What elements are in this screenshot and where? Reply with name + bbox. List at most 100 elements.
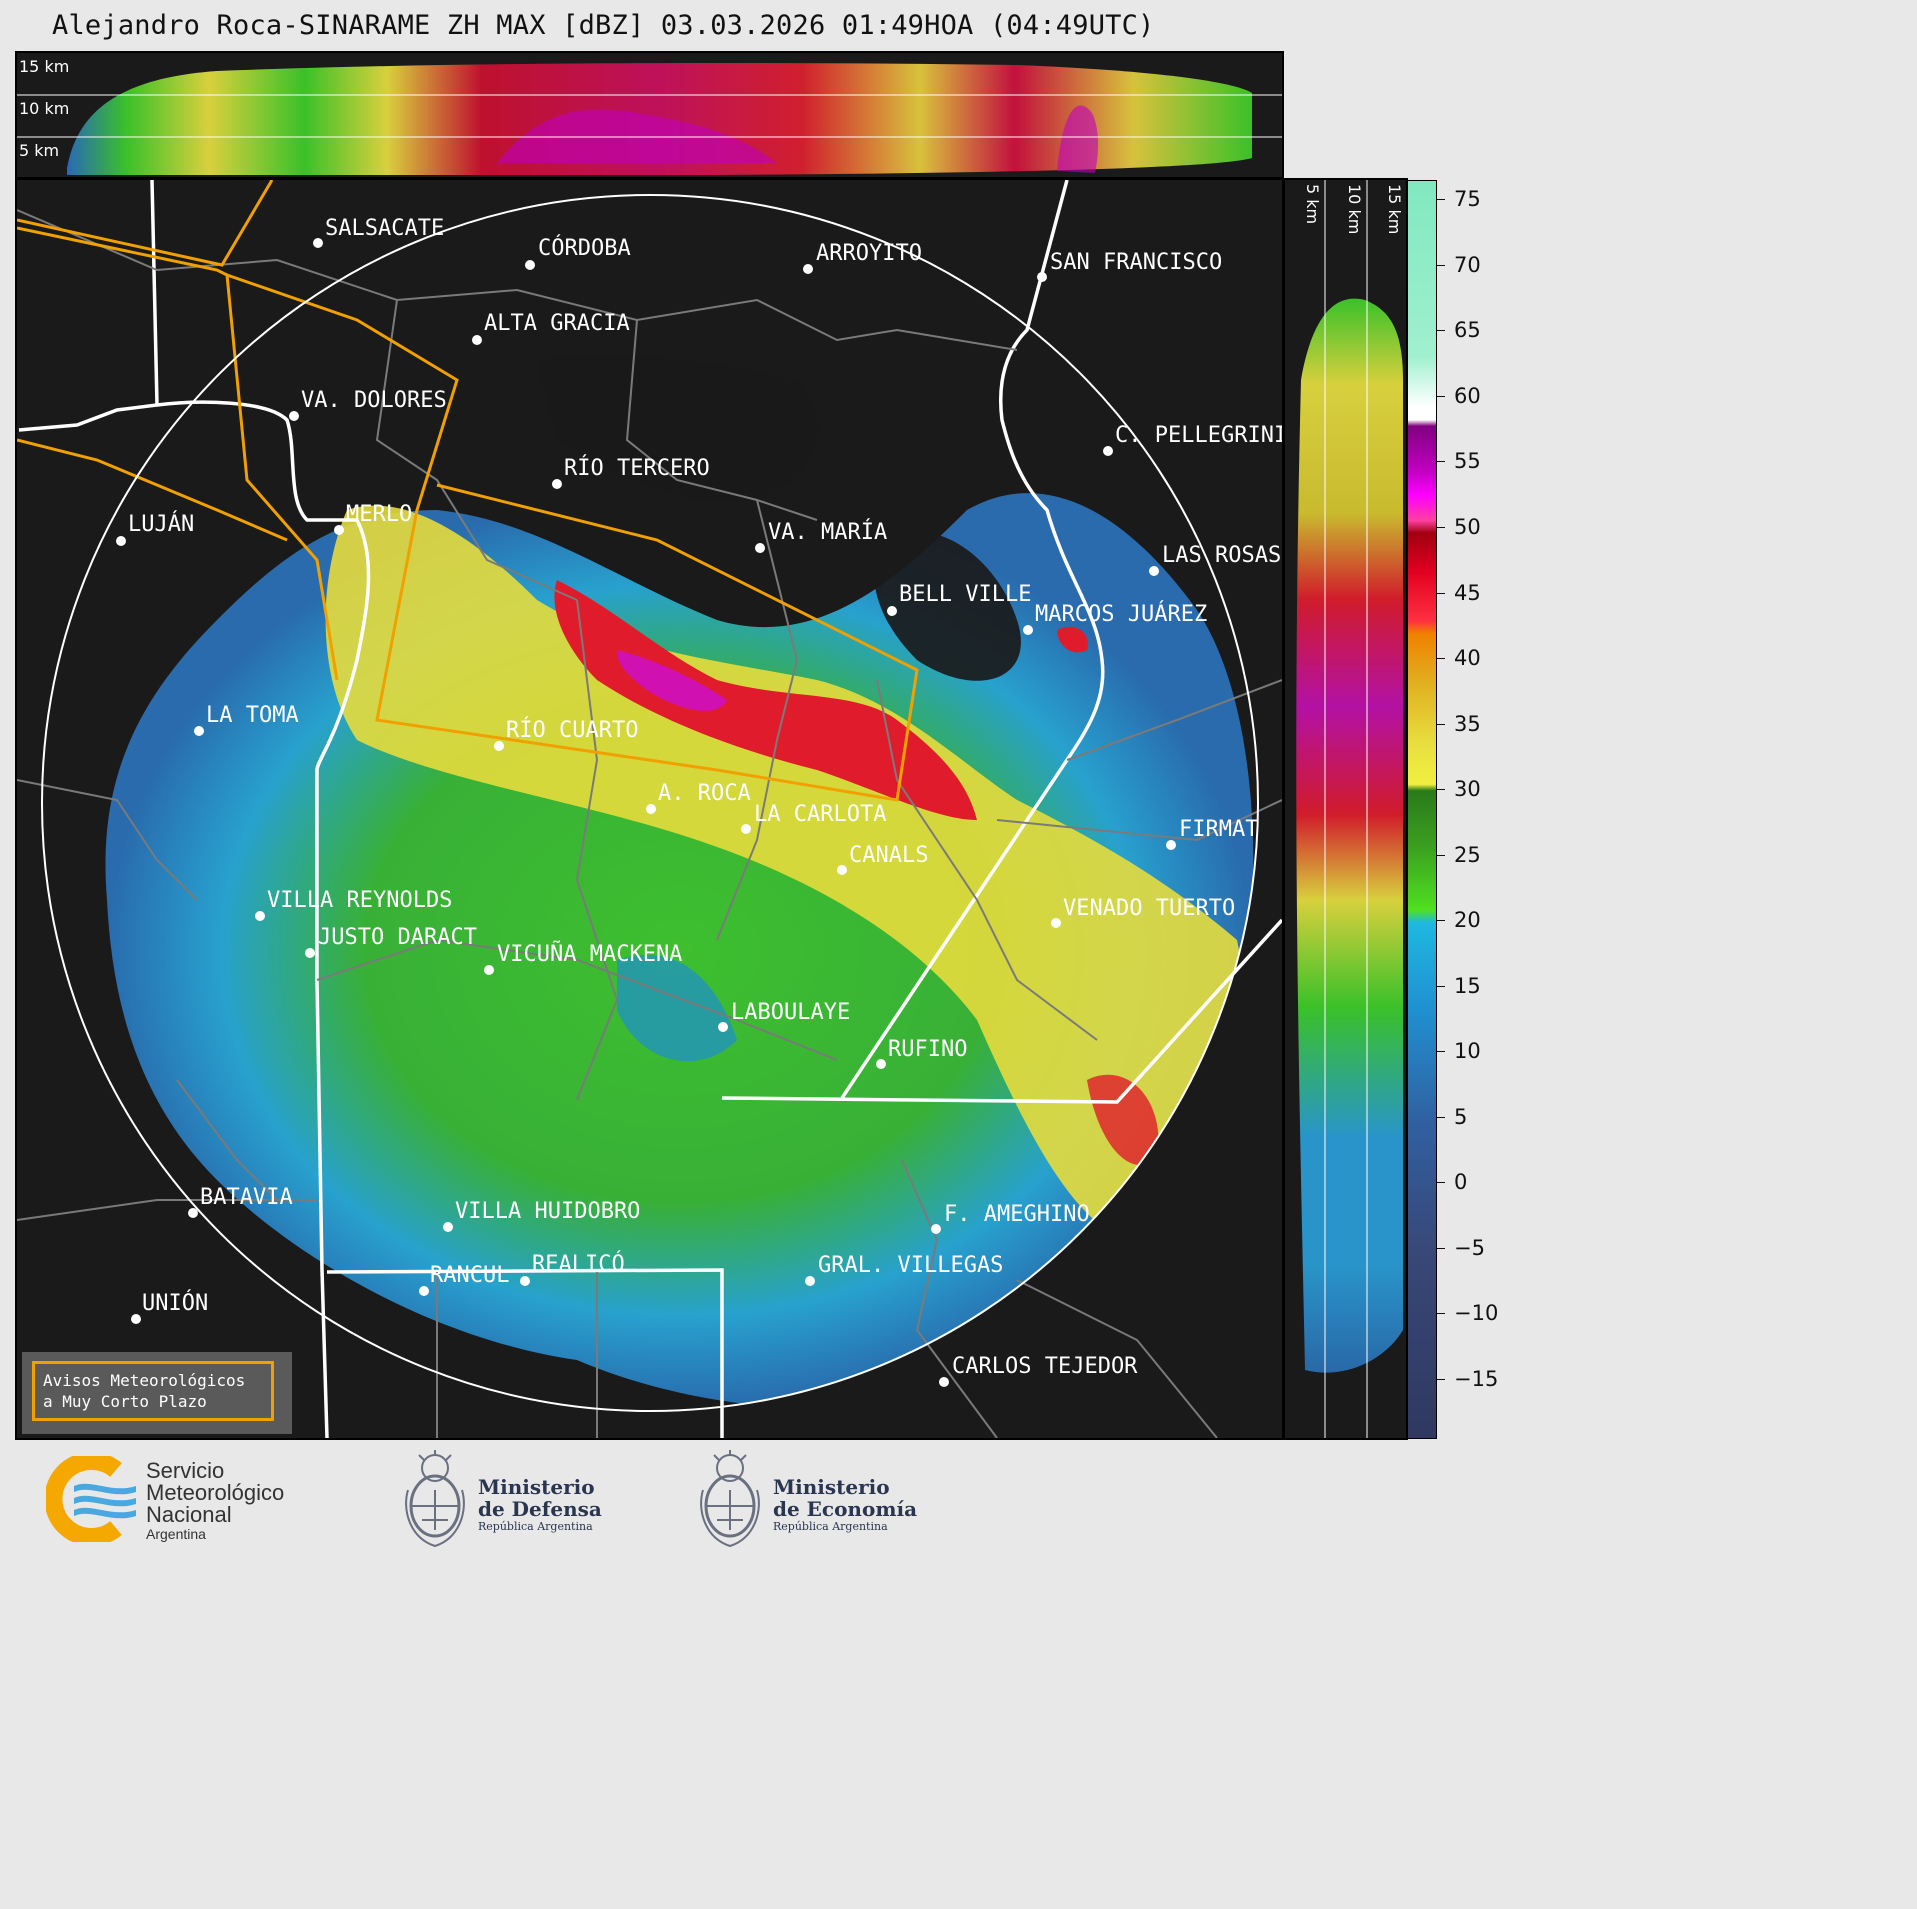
svg-text:SALSACATE: SALSACATE xyxy=(325,216,444,241)
defensa-line-1: Ministerio xyxy=(478,1475,595,1499)
svg-text:MARCOS JUÁREZ: MARCOS JUÁREZ xyxy=(1035,601,1207,627)
ministerio-economia-logo[interactable]: Ministerio de Economía República Argenti… xyxy=(697,1450,927,1550)
warning-line-2: a Muy Corto Plazo xyxy=(43,1392,207,1411)
economia-line-3: República Argentina xyxy=(773,1520,888,1533)
city-rio-cuarto: RÍO CUARTO xyxy=(494,717,638,751)
city-laboulaye: LABOULAYE xyxy=(718,1000,850,1032)
svg-text:RÍO CUARTO: RÍO CUARTO xyxy=(506,717,638,743)
city-alta-gracia: ALTA GRACIA xyxy=(472,311,630,345)
svg-text:VA. DOLORES: VA. DOLORES xyxy=(301,388,447,413)
tick-5: 5 xyxy=(1454,1105,1468,1129)
svg-text:GRAL. VILLEGAS: GRAL. VILLEGAS xyxy=(818,1253,1003,1278)
city-marcos-juarez: MARCOS JUÁREZ xyxy=(1023,601,1207,635)
city-las-rosas: LAS ROSAS xyxy=(1149,543,1281,576)
province-borders xyxy=(18,180,1282,1438)
svg-text:MERLO: MERLO xyxy=(346,502,412,527)
city-labels: SALSACATE CÓRDOBA ARROYITO SAN FRANCISCO… xyxy=(116,216,1282,1387)
tick-20: 20 xyxy=(1454,908,1481,932)
right-cross-section-panel: 5 km 10 km 15 km xyxy=(1283,178,1408,1440)
tick-70: 70 xyxy=(1454,253,1481,277)
warning-line-1: Avisos Meteorológicos xyxy=(43,1371,246,1390)
svg-text:BATAVIA: BATAVIA xyxy=(200,1185,293,1210)
svg-text:VILLA HUIDOBRO: VILLA HUIDOBRO xyxy=(455,1199,640,1224)
svg-text:RÍO TERCERO: RÍO TERCERO xyxy=(564,455,710,481)
svg-text:F. AMEGHINO: F. AMEGHINO xyxy=(944,1202,1090,1227)
svg-text:LA CARLOTA: LA CARLOTA xyxy=(754,802,886,827)
city-va-maria: VA. MARÍA xyxy=(755,519,887,553)
coat-of-arms-icon xyxy=(405,1450,465,1548)
tick-50: 50 xyxy=(1454,515,1481,539)
city-c-pellegrini: C. PELLEGRINI xyxy=(1103,423,1282,456)
svg-text:SAN FRANCISCO: SAN FRANCISCO xyxy=(1050,250,1222,275)
range-ring xyxy=(41,194,1259,1412)
smn-line-2: Meteorológico xyxy=(146,1480,285,1505)
ministerio-defensa-logo[interactable]: Ministerio de Defensa República Argentin… xyxy=(402,1450,622,1550)
svg-text:LABOULAYE: LABOULAYE xyxy=(731,1000,850,1025)
svg-text:ALTA GRACIA: ALTA GRACIA xyxy=(484,311,630,336)
tick-75: 75 xyxy=(1454,187,1481,211)
tick-0: 0 xyxy=(1454,1170,1468,1194)
svg-text:LAS ROSAS: LAS ROSAS xyxy=(1162,543,1281,568)
warning-legend-label: Avisos Meteorológicos a Muy Corto Plazo xyxy=(32,1361,274,1421)
svg-text:RUFINO: RUFINO xyxy=(888,1037,967,1062)
tick-30: 30 xyxy=(1454,777,1481,801)
svg-text:A. ROCA: A. ROCA xyxy=(658,781,751,806)
smn-line-4: Argentina xyxy=(146,1526,206,1542)
map-title: Alejandro Roca-SINARAME ZH MAX [dBZ] 03.… xyxy=(52,10,1155,41)
right-height-label-5km: 5 km xyxy=(1303,184,1322,224)
warning-legend-box[interactable]: Avisos Meteorológicos a Muy Corto Plazo xyxy=(22,1352,292,1434)
smn-emblem-icon xyxy=(46,1456,136,1542)
radar-map-panel[interactable]: SALSACATE CÓRDOBA ARROYITO SAN FRANCISCO… xyxy=(15,178,1284,1440)
city-villa-reynolds: VILLA REYNOLDS xyxy=(255,888,452,921)
right-reflectivity-profile xyxy=(1296,298,1403,1373)
tick-10: 10 xyxy=(1454,1039,1481,1063)
city-arroyito: ARROYITO xyxy=(803,241,922,274)
city-rio-tercero: RÍO TERCERO xyxy=(552,455,710,489)
tick-minus10: −10 xyxy=(1454,1301,1499,1325)
tick-65: 65 xyxy=(1454,318,1481,342)
city-merlo: MERLO xyxy=(334,502,412,535)
svg-text:VENADO TUERTO: VENADO TUERTO xyxy=(1063,896,1235,921)
tick-60: 60 xyxy=(1454,384,1481,408)
city-cordoba: CÓRDOBA xyxy=(525,235,631,270)
coat-of-arms-icon xyxy=(700,1450,760,1548)
svg-text:LUJÁN: LUJÁN xyxy=(128,511,194,537)
city-venado-tuerto: VENADO TUERTO xyxy=(1051,896,1235,928)
right-height-label-10km: 10 km xyxy=(1345,184,1364,234)
economia-line-1: Ministerio xyxy=(773,1475,890,1499)
warning-polygons xyxy=(17,180,919,802)
svg-text:VICUÑA MACKENA: VICUÑA MACKENA xyxy=(497,940,682,967)
city-la-carlota: LA CARLOTA xyxy=(741,802,886,834)
city-bell-ville: BELL VILLE xyxy=(887,582,1031,616)
svg-text:UNIÓN: UNIÓN xyxy=(142,1290,208,1316)
city-canals: CANALS xyxy=(837,843,928,875)
svg-text:VA. MARÍA: VA. MARÍA xyxy=(768,519,887,545)
tick-45: 45 xyxy=(1454,581,1481,605)
tick-40: 40 xyxy=(1454,646,1481,670)
economia-line-2: de Economía xyxy=(773,1497,918,1521)
svg-text:JUSTO DARACT: JUSTO DARACT xyxy=(318,925,477,950)
city-rufino: RUFINO xyxy=(876,1037,967,1069)
city-la-toma: LA TOMA xyxy=(194,703,299,736)
svg-text:CANALS: CANALS xyxy=(849,843,928,868)
defensa-line-3: República Argentina xyxy=(478,1520,593,1533)
city-va-dolores: VA. DOLORES xyxy=(289,388,447,421)
smn-line-3: Nacional xyxy=(146,1502,232,1527)
city-realico: REALICÓ xyxy=(520,1251,625,1286)
svg-text:CÓRDOBA: CÓRDOBA xyxy=(538,235,631,261)
height-label-10km: 10 km xyxy=(19,99,69,118)
city-a-roca: A. ROCA xyxy=(646,781,751,814)
city-rancul: RANCUL xyxy=(419,1263,509,1296)
svg-text:VILLA REYNOLDS: VILLA REYNOLDS xyxy=(267,888,452,913)
city-batavia: BATAVIA xyxy=(188,1185,293,1218)
city-san-francisco: SAN FRANCISCO xyxy=(1037,250,1222,282)
svg-text:CARLOS TEJEDOR: CARLOS TEJEDOR xyxy=(952,1354,1138,1379)
city-vicuna-mackena: VICUÑA MACKENA xyxy=(484,940,682,975)
smn-logo[interactable]: Servicio Meteorológico Nacional Argentin… xyxy=(46,1456,326,1546)
city-lujan: LUJÁN xyxy=(116,511,194,546)
city-union: UNIÓN xyxy=(131,1290,208,1324)
tick-35: 35 xyxy=(1454,712,1481,736)
height-label-15km: 15 km xyxy=(19,57,69,76)
tick-25: 25 xyxy=(1454,843,1481,867)
city-carlos-tejedor: CARLOS TEJEDOR xyxy=(939,1354,1138,1387)
